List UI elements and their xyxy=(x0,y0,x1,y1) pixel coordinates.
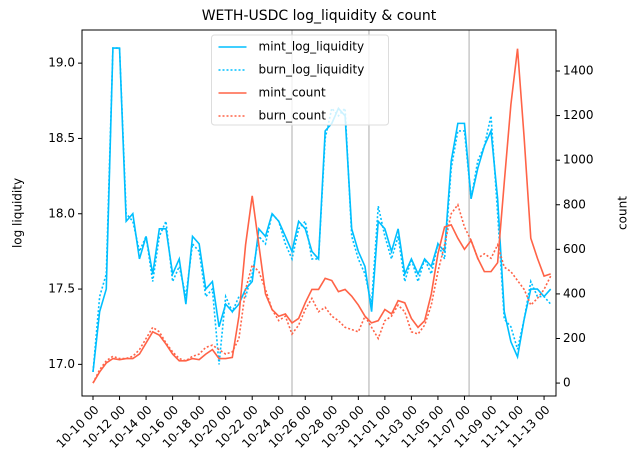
y-tick-label: 19.0 xyxy=(48,56,75,70)
y-tick-label: 18.5 xyxy=(48,131,75,145)
series-line xyxy=(92,48,551,384)
legend-label: burn_count xyxy=(259,109,327,123)
y-tick-label: 17.0 xyxy=(48,357,75,371)
y2-tick-label: 200 xyxy=(563,331,586,345)
legend-label: mint_log_liquidity xyxy=(259,40,365,54)
y-tick-label: 17.5 xyxy=(48,282,75,296)
y2-tick-label: 1400 xyxy=(563,64,594,78)
y2-tick-label: 1000 xyxy=(563,153,594,167)
y2-tick-label: 400 xyxy=(563,286,586,300)
y-tick-label: 18.0 xyxy=(48,206,75,220)
plot-frame xyxy=(81,29,557,397)
series-line xyxy=(92,202,552,384)
y2-tick-label: 0 xyxy=(563,376,571,390)
y2-tick-label: 600 xyxy=(563,242,586,256)
chart-title: WETH-USDC log_liquidity & count xyxy=(202,8,437,24)
y-axis-label: log liquidity xyxy=(11,178,25,248)
y2-axis-label: count xyxy=(616,196,630,230)
legend-box xyxy=(211,34,389,126)
legend-label: burn_log_liquidity xyxy=(259,63,365,77)
y2-tick-label: 800 xyxy=(563,197,586,211)
legend-label: mint_count xyxy=(259,86,326,100)
series-line xyxy=(92,47,552,372)
y2-tick-label: 1200 xyxy=(563,108,594,122)
